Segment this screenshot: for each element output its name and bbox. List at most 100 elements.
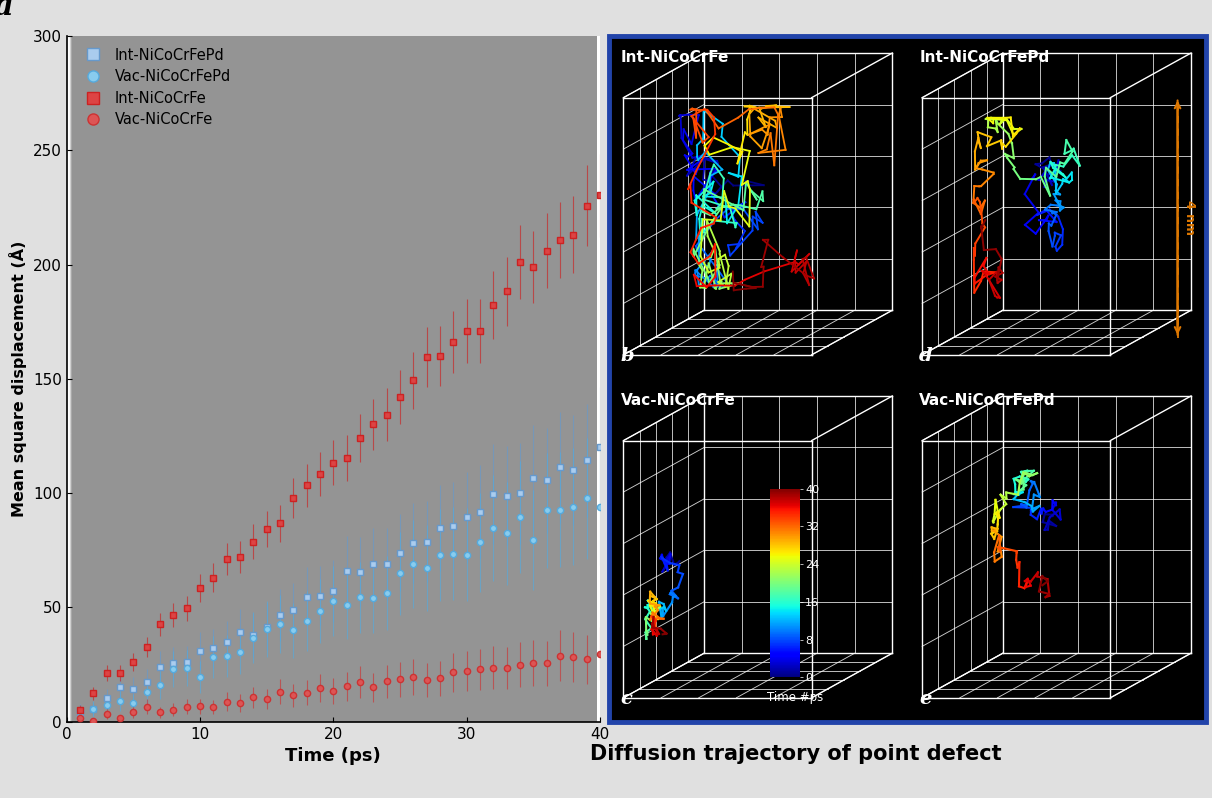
Bar [70,36,304,722]
Bar [69,36,102,722]
Bar [72,36,438,722]
Bar [70,36,347,722]
Bar [69,36,131,722]
Bar [72,36,488,722]
Bar [72,36,408,722]
Bar [70,36,198,722]
Bar [70,36,309,722]
Bar [70,36,378,722]
Bar [72,36,422,722]
Bar [70,36,315,722]
Bar [70,36,271,722]
Bar [70,36,336,722]
Text: d: d [919,347,933,365]
Bar [69,36,72,722]
Bar [70,36,280,722]
Bar [72,36,475,722]
Bar [70,36,349,722]
Bar [72,36,471,722]
Bar [70,36,144,722]
Bar [70,36,288,722]
Bar [69,36,82,722]
Bar [72,36,442,722]
Bar [69,36,138,722]
Bar [70,36,351,722]
Bar [70,36,242,722]
Bar [70,36,224,722]
Bar [70,36,173,722]
Bar [69,36,120,722]
Bar [70,36,155,722]
Legend: Int-NiCoCrFePd, Vac-NiCoCrFePd, Int-NiCoCrFe, Vac-NiCoCrFe: Int-NiCoCrFePd, Vac-NiCoCrFePd, Int-NiCo… [74,43,235,132]
Bar [70,36,160,722]
Bar [69,36,122,722]
Bar [72,36,571,722]
Bar [72,36,589,722]
Bar [72,36,507,722]
Bar [72,36,558,722]
Bar [70,36,245,722]
Bar [72,36,469,722]
Bar [72,36,509,722]
Bar [72,36,578,722]
Bar [69,36,96,722]
Bar [69,36,109,722]
Bar [72,36,498,722]
Text: c: c [621,690,633,708]
Bar [70,36,213,722]
Bar [70,36,187,722]
Text: Time #ps: Time #ps [767,691,823,704]
Bar [70,36,282,722]
Bar [72,36,429,722]
Bar [70,36,338,722]
Bar [72,36,398,722]
Bar [72,36,456,722]
Text: e: e [919,690,932,708]
Bar [70,36,189,722]
Bar [70,36,168,722]
Bar [70,36,222,722]
Bar [70,36,211,722]
Bar [72,36,482,722]
Text: Int-NiCoCrFe: Int-NiCoCrFe [621,49,728,65]
Bar [72,36,448,722]
Bar [72,36,587,722]
Bar [70,36,208,722]
Bar [72,36,598,722]
Bar [70,36,200,722]
Bar [72,36,551,722]
Bar [72,36,576,722]
Bar [70,36,322,722]
Bar [72,36,424,722]
Bar [72,36,536,722]
Bar [72,36,528,722]
Bar [72,36,402,722]
Bar [70,36,311,722]
Bar [72,36,453,722]
Text: Vac-NiCoCrFePd: Vac-NiCoCrFePd [919,393,1056,408]
Bar [70,36,258,722]
Bar [70,36,235,722]
Bar [70,36,328,722]
Bar [72,36,555,722]
Bar [72,36,389,722]
Text: 4 nm: 4 nm [1183,200,1196,235]
Bar [72,36,427,722]
Y-axis label: Mean square displacement (Å): Mean square displacement (Å) [10,241,27,517]
Bar [72,36,431,722]
Bar [72,36,542,722]
Bar [70,36,262,722]
Text: a: a [0,0,13,22]
Bar [72,36,384,722]
Bar [70,36,344,722]
Bar [70,36,205,722]
Bar [70,36,267,722]
Bar [67,36,69,722]
Bar [69,36,133,722]
Bar [70,36,296,722]
Bar [70,36,298,722]
Bar [72,36,493,722]
Bar [72,36,458,722]
Bar [70,36,278,722]
Bar [72,36,400,722]
